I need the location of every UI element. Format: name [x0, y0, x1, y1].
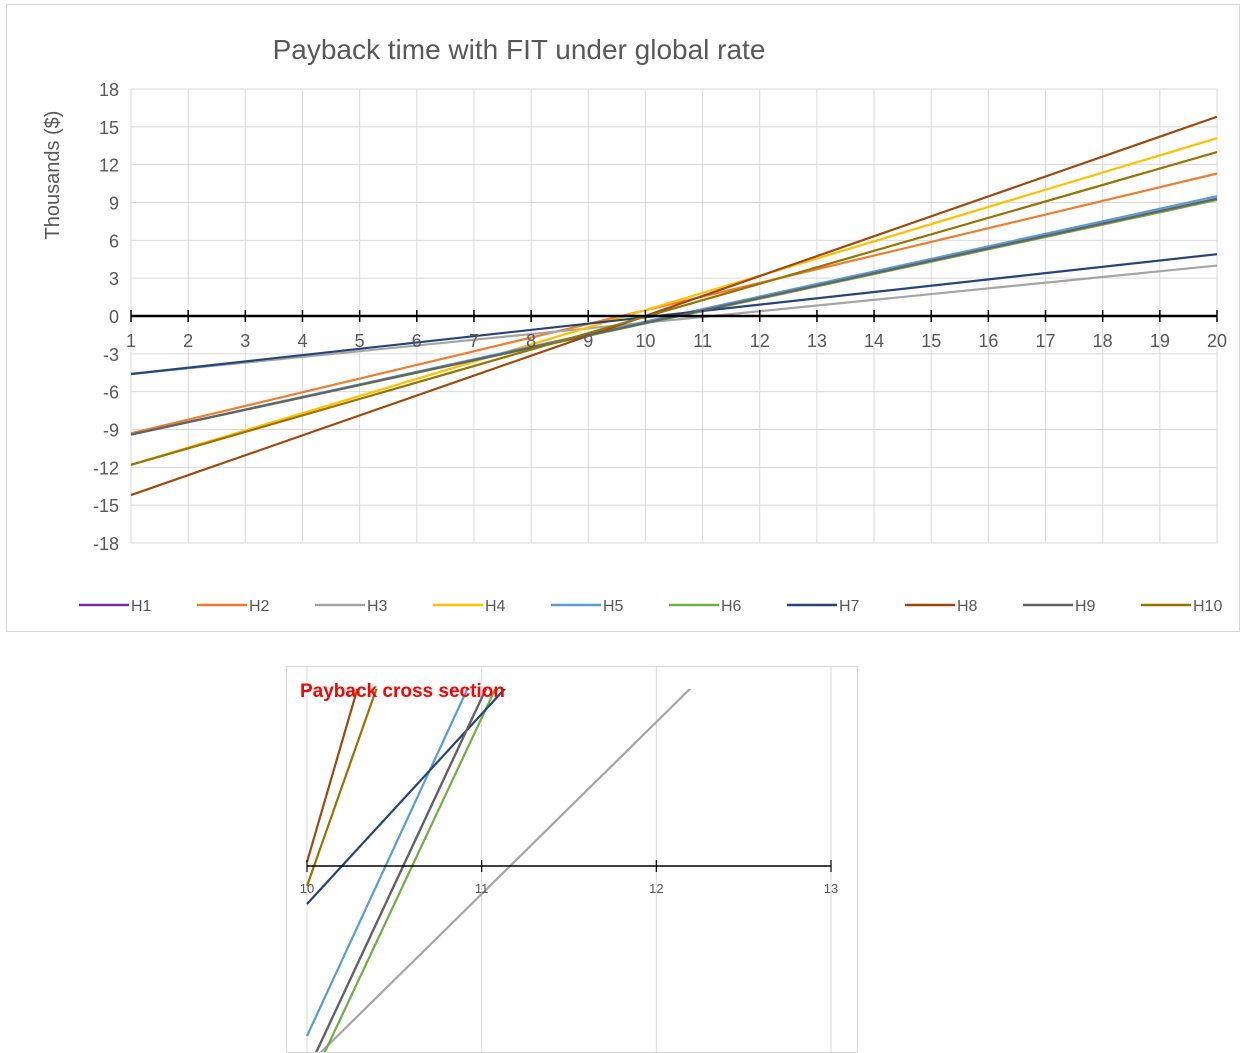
legend-label-h4: H4: [485, 598, 506, 615]
x-axis: [130, 310, 1218, 322]
series-line-h7: [130, 253, 1218, 376]
chart-title: Payback time with FIT under global rate: [273, 34, 766, 65]
legend-label-h1: H1: [131, 598, 152, 615]
y-tick-label: 6: [109, 231, 119, 251]
x-tick-label: 3: [240, 331, 250, 351]
main-chart-svg: Payback time with FIT under global rate …: [42, 34, 1227, 615]
series-line-h8: [130, 115, 1218, 497]
legend-label-h6: H6: [721, 598, 742, 615]
x-tick-label: 10: [300, 881, 314, 896]
x-tick-label: 13: [807, 331, 827, 351]
x-tick-label: 17: [1036, 331, 1056, 351]
y-tick-label: 15: [99, 118, 119, 138]
x-tick-label: 9: [583, 331, 593, 351]
y-tick-label: -3: [103, 345, 119, 365]
legend-label-h10: H10: [1193, 598, 1222, 615]
y-tick-label: 9: [109, 194, 119, 214]
x-tick-label: 11: [475, 881, 489, 896]
x-tick-label: 19: [1150, 331, 1170, 351]
cross-section-grid: [306, 667, 832, 1052]
y-tick-label: -18: [93, 534, 119, 554]
x-tick-label: 8: [526, 331, 536, 351]
cross-section-line-h3: [319, 689, 692, 1052]
cross-section-line-h5: [306, 689, 469, 1037]
legend: H1 H2 H3 H4 H5 H6 H7 H8 H9 H10: [79, 598, 1222, 615]
series-line-h4: [130, 137, 1218, 466]
cross-section-line-h7: [306, 689, 507, 905]
x-tick-label: 12: [649, 881, 663, 896]
y-tick-label: -15: [93, 496, 119, 516]
series-line-h10: [130, 150, 1218, 466]
y-tick-labels: 18 15 12 9 6 3 0 -3 -6 -9 -12 -15 -18: [93, 80, 119, 554]
series-lines: [130, 115, 1218, 497]
cross-section-line-h6: [323, 689, 497, 1052]
main-chart: Payback time with FIT under global rate …: [6, 4, 1240, 632]
x-tick-label: 1: [126, 331, 136, 351]
y-tick-label: -12: [93, 458, 119, 478]
x-tick-label: 16: [978, 331, 998, 351]
legend-label-h9: H9: [1075, 598, 1096, 615]
cross-section-line-h9: [315, 689, 488, 1052]
x-tick-label: 10: [635, 331, 655, 351]
cross-section-svg: 10 11 12 13 Payback cross section: [300, 667, 838, 1052]
legend-label-h8: H8: [957, 598, 978, 615]
x-tick-label: 4: [297, 331, 307, 351]
x-tick-label: 14: [864, 331, 884, 351]
x-tick-label: 20: [1207, 331, 1227, 351]
y-tick-label: -9: [103, 421, 119, 441]
legend-label-h2: H2: [249, 598, 270, 615]
x-tick-labels: 1 2 3 4 5 6 7 8 9 10 11 12 13 14 15 16 17 18 19 20: [126, 331, 1227, 351]
x-tick-label: 2: [183, 331, 193, 351]
cross-section-x-axis: [306, 860, 832, 872]
y-tick-label: 3: [109, 269, 119, 289]
x-tick-label: 13: [824, 881, 838, 896]
legend-label-h7: H7: [839, 598, 860, 615]
cross-section-title: Payback cross section: [300, 681, 505, 702]
x-tick-label: 15: [921, 331, 941, 351]
x-tick-label: 18: [1093, 331, 1113, 351]
series-line-h2: [130, 172, 1218, 435]
cross-section-chart: 10 11 12 13 Payback cross section: [286, 666, 858, 1053]
series-line-h3: [130, 264, 1218, 376]
x-tick-label: 12: [750, 331, 770, 351]
legend-label-h5: H5: [603, 598, 624, 615]
y-tick-label: -6: [103, 383, 119, 403]
cross-section-lines: [305, 689, 692, 1052]
x-tick-label: 6: [412, 331, 422, 351]
y-tick-label: 0: [109, 307, 119, 327]
y-tick-label: 12: [99, 156, 119, 176]
x-tick-label: 5: [355, 331, 365, 351]
y-tick-label: 18: [99, 80, 119, 100]
legend-label-h3: H3: [367, 598, 388, 615]
cross-section-line-h1: [315, 689, 488, 1052]
x-tick-label: 7: [469, 331, 479, 351]
x-tick-label: 11: [693, 331, 712, 351]
cross-section-x-tick-labels: 10 11 12 13: [300, 881, 838, 896]
y-axis-label: Thousands ($): [42, 111, 64, 240]
